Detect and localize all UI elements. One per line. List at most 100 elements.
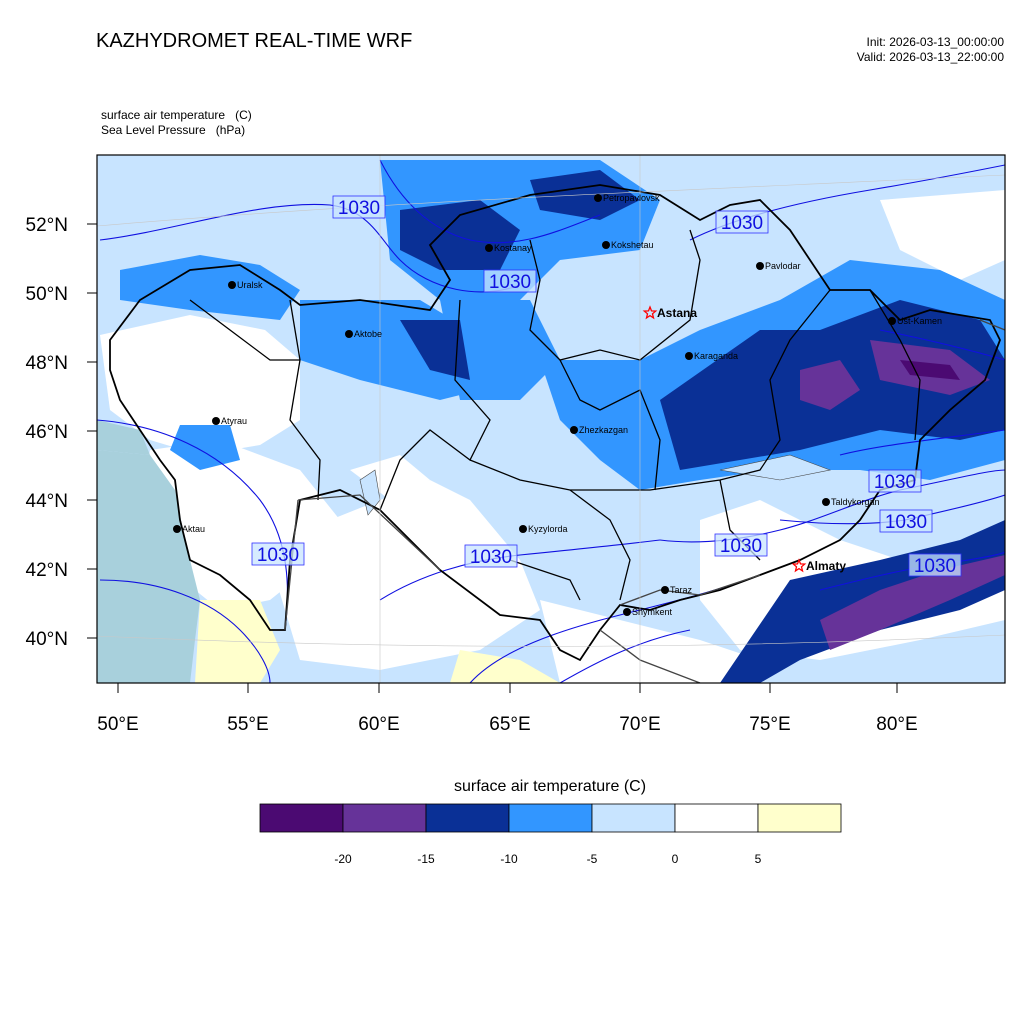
city-marker xyxy=(345,330,353,338)
lat-tick-label: 46°N xyxy=(26,422,68,443)
region-border-5 xyxy=(559,359,661,491)
isobar-13 xyxy=(839,429,1005,456)
city-marker xyxy=(570,426,578,434)
city-marker xyxy=(519,525,527,533)
city-marker xyxy=(822,498,830,506)
region-border-4 xyxy=(529,229,701,361)
temp-zone-south xyxy=(270,480,540,670)
legend-swatch xyxy=(674,803,759,833)
temp-zone-southeast xyxy=(540,600,760,683)
graticule-52n xyxy=(97,174,1005,227)
city-label: Atyrau xyxy=(221,416,247,426)
temp-zone-kostanay xyxy=(400,200,520,270)
isobar-label-box xyxy=(332,195,386,219)
city-marker xyxy=(594,194,602,202)
lat-tick-label: 44°N xyxy=(26,491,68,512)
isobar-5 xyxy=(99,579,271,683)
city-label: Taraz xyxy=(670,585,693,595)
pressure-field-label: Sea Level Pressure (hPa) xyxy=(101,123,246,137)
lat-tick-label: 42°N xyxy=(26,560,68,581)
lon-tick-label: 50°E xyxy=(97,714,138,735)
lat-tick-label: 40°N xyxy=(26,629,68,650)
run-info: Init: 2026-03-13_00:00:00 Valid: 2026-03… xyxy=(857,35,1004,65)
isobar-label: 1030 xyxy=(914,556,956,577)
isobar-label-box xyxy=(868,469,922,493)
region-border-10 xyxy=(509,559,581,601)
city-marker xyxy=(756,262,764,270)
legend-swatch xyxy=(259,803,344,833)
map-frame xyxy=(96,154,1006,684)
legend-tick-label: -15 xyxy=(417,852,435,866)
lat-tick-label: 48°N xyxy=(26,353,68,374)
temp-zone-warm-south xyxy=(450,650,560,683)
isobar-label: 1030 xyxy=(721,213,763,234)
border-uzbek-north xyxy=(297,494,441,571)
city-label: Aktau xyxy=(182,524,205,534)
city-label: Aktobe xyxy=(354,329,382,339)
legend-tick-label: -10 xyxy=(500,852,518,866)
region-border-7 xyxy=(569,489,631,601)
isobar-label: 1030 xyxy=(338,198,380,219)
city-marker xyxy=(173,525,181,533)
temp-zone-uralsk xyxy=(120,255,300,320)
isobar-11 xyxy=(559,629,691,683)
axis-layer: 52°N 50°N 48°N 46°N 44°N 42°N 40°N 50°E 55°E 60°E… xyxy=(26,215,918,735)
legend-title: surface air temperature (C) xyxy=(453,778,647,795)
legend-swatch xyxy=(591,803,676,833)
color-legend: -20 -15 -10 -5 0 5 xyxy=(259,803,842,866)
border-west-south xyxy=(284,499,299,631)
isobar-label-box xyxy=(714,533,768,557)
isobar-label-box xyxy=(879,509,933,533)
lon-tick-label: 55°E xyxy=(227,714,268,735)
city-marker xyxy=(602,241,610,249)
legend-tick-label: 0 xyxy=(672,852,679,866)
region-border-6 xyxy=(469,289,831,491)
city-layer: Petropavlovsk Kostanay Kokshetau Pavlodar Ur… xyxy=(173,193,942,617)
country-border-kazakhstan xyxy=(109,184,1001,662)
legend-swatch xyxy=(425,803,510,833)
city-label: Karaganda xyxy=(694,351,738,361)
temperature-field xyxy=(97,155,1005,683)
capital-star-icon xyxy=(642,305,658,320)
city-marker xyxy=(685,352,693,360)
region-border-2 xyxy=(189,299,300,361)
isobar-label: 1030 xyxy=(885,512,927,533)
temp-zone-aral xyxy=(350,455,430,500)
lat-tick-label: 52°N xyxy=(26,215,68,236)
city-label: Uralsk xyxy=(237,280,263,290)
isobar-6 xyxy=(379,539,661,601)
init-time: Init: 2026-03-13_00:00:00 xyxy=(866,35,1004,49)
legend-swatch xyxy=(342,803,427,833)
temp-zone-northeast xyxy=(880,190,1005,280)
city-marker xyxy=(888,317,896,325)
isobar-label-box xyxy=(251,542,305,566)
border-russia-east xyxy=(979,319,1005,331)
isobar-label: 1030 xyxy=(720,536,762,557)
city-marker xyxy=(485,244,493,252)
city-label: Ust-Kamen xyxy=(897,316,942,326)
temperature-field-label: surface air temperature (C) xyxy=(101,108,252,122)
map-title: KAZHYDROMET REAL-TIME WRF xyxy=(96,30,413,52)
city-label: Kokshetau xyxy=(611,240,654,250)
valid-time: Valid: 2026-03-13_22:00:00 xyxy=(856,50,1004,64)
isobar-label-box xyxy=(715,210,769,234)
lat-tick-label: 50°N xyxy=(26,284,68,305)
temp-zone-center-west xyxy=(440,300,560,400)
city-label: Taldykorgan xyxy=(831,497,880,507)
lon-tick-label: 60°E xyxy=(358,714,399,735)
legend-tick-label: -20 xyxy=(334,852,352,866)
city-marker xyxy=(228,281,236,289)
region-border-9 xyxy=(869,289,921,441)
city-marker xyxy=(623,608,631,616)
temp-zone-extreme-1 xyxy=(900,360,960,380)
isobar-2 xyxy=(379,159,601,244)
city-label: Kyzylorda xyxy=(528,524,568,534)
city-label: Kostanay xyxy=(494,243,532,253)
isobar-label: 1030 xyxy=(257,545,299,566)
city-label: Shymkent xyxy=(632,607,673,617)
city-label: Petropavlovsk xyxy=(603,193,660,203)
temp-zone-atyrau xyxy=(170,425,240,470)
caspian-north xyxy=(97,420,150,455)
legend-swatch xyxy=(757,803,842,833)
